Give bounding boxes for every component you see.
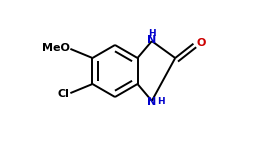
Text: H: H bbox=[157, 97, 165, 106]
Text: H: H bbox=[148, 29, 156, 38]
Text: MeO: MeO bbox=[42, 43, 69, 53]
Text: N: N bbox=[147, 35, 156, 45]
Text: Cl: Cl bbox=[58, 89, 69, 99]
Text: O: O bbox=[196, 38, 206, 48]
Text: N: N bbox=[147, 97, 156, 107]
